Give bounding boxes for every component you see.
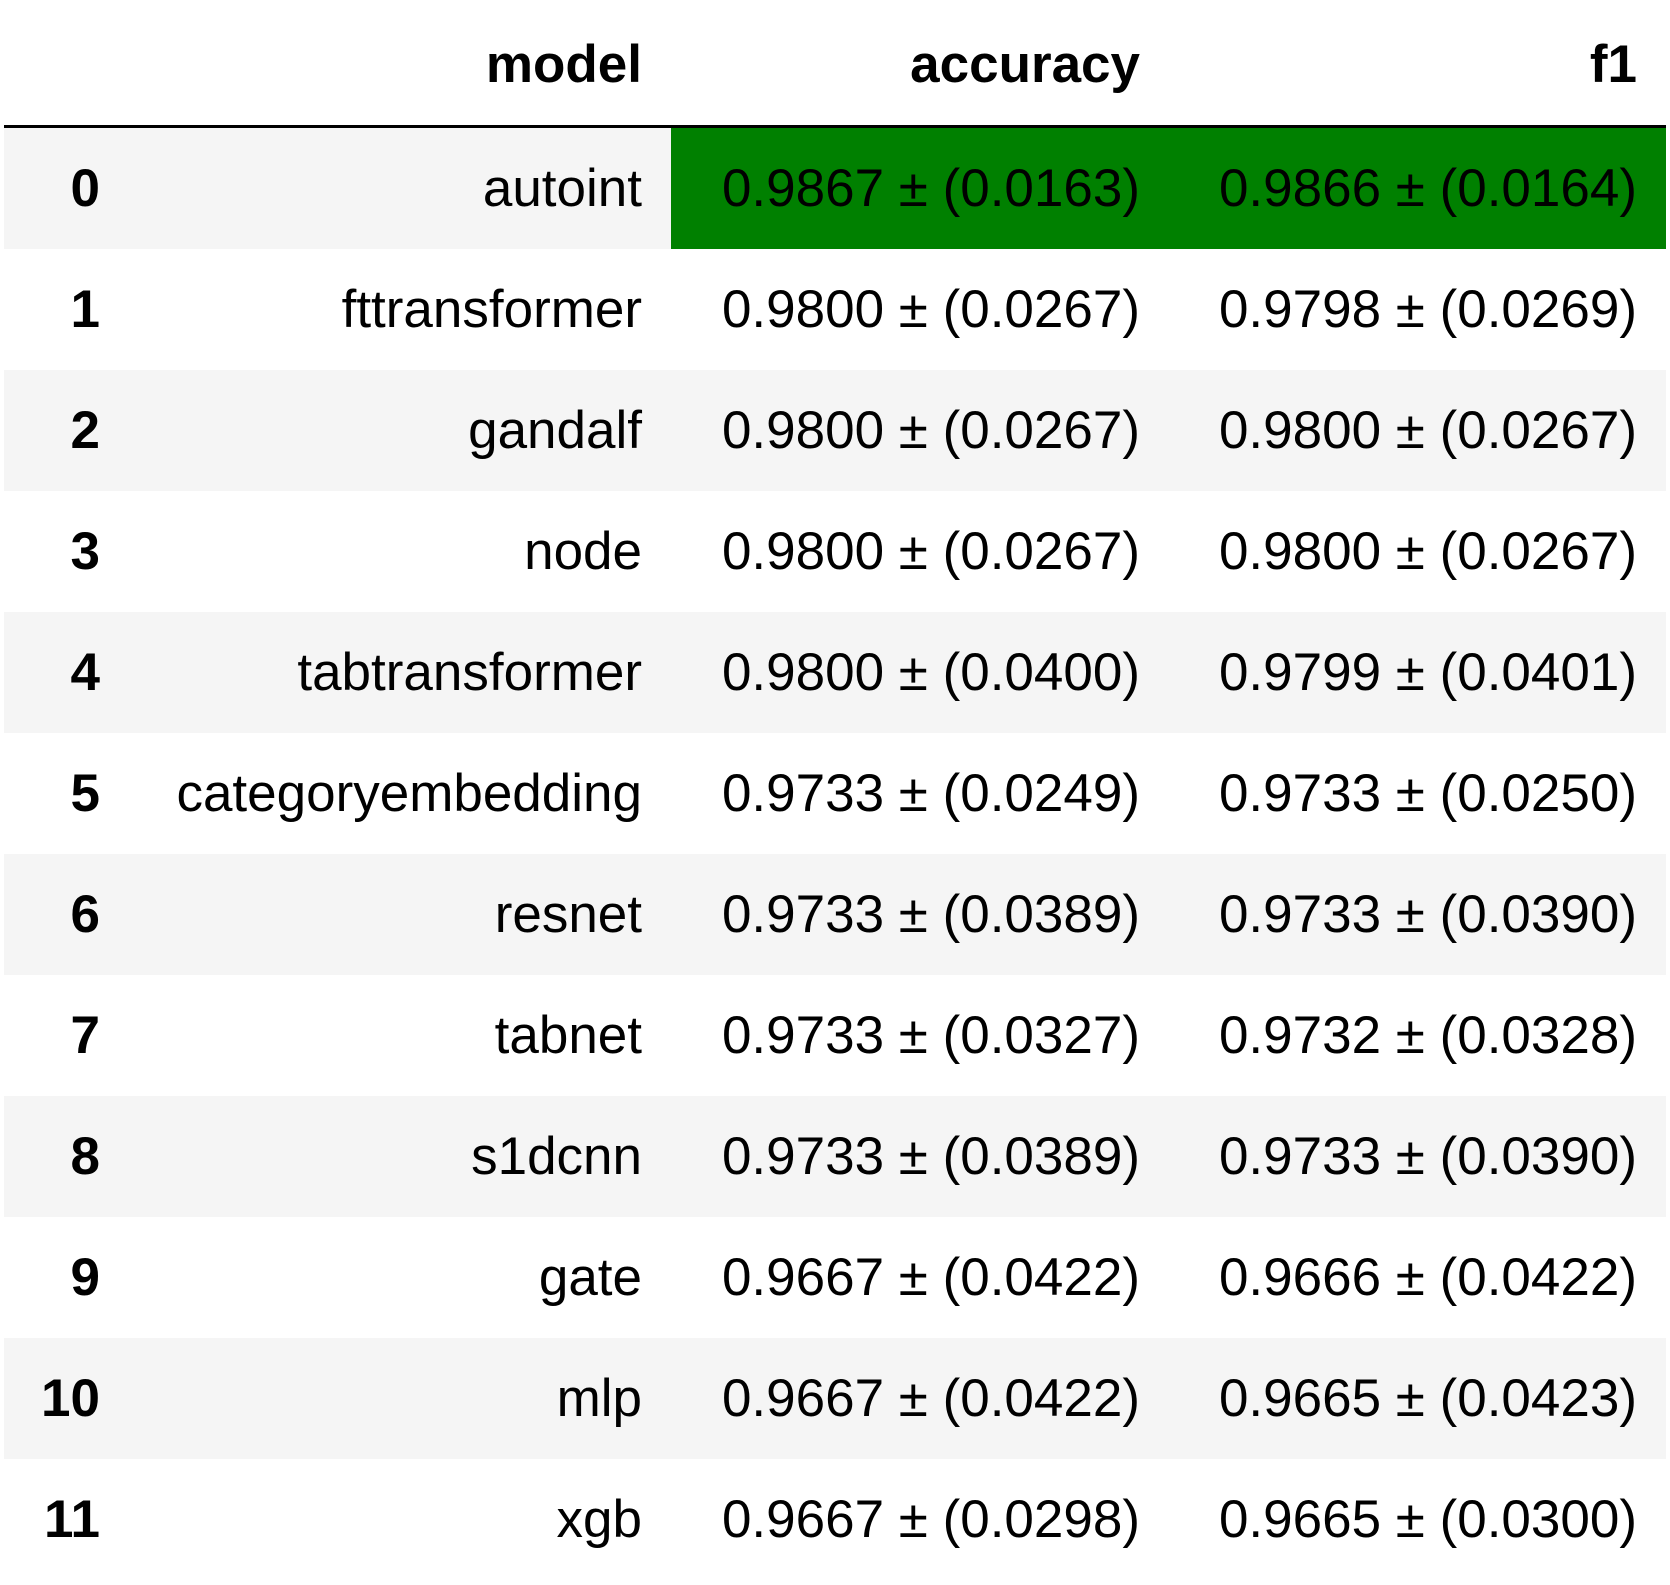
f1-cell: 0.9733 ± (0.0390) <box>1218 1127 1637 1186</box>
header-model: model <box>129 5 671 128</box>
f1-cell: 0.9798 ± (0.0269) <box>1218 280 1637 339</box>
model-cell: resnet <box>494 885 642 944</box>
f1-cell: 0.9800 ± (0.0267) <box>1218 522 1637 581</box>
table-row: 6 resnet 0.9733 ± (0.0389) 0.9733 ± (0.0390… <box>4 854 1666 975</box>
accuracy-cell: 0.9733 ± (0.0249) <box>721 764 1140 823</box>
model-cell: gandalf <box>468 401 642 460</box>
row-index: 1 <box>70 280 100 339</box>
f1-cell: 0.9800 ± (0.0267) <box>1218 401 1637 460</box>
table-row: 10 mlp 0.9667 ± (0.0422) 0.9665 ± (0.0423) <box>4 1338 1666 1459</box>
model-cell: categoryembedding <box>176 764 642 823</box>
row-index: 10 <box>41 1369 100 1428</box>
model-cell: mlp <box>556 1369 642 1428</box>
accuracy-cell: 0.9867 ± (0.0163) <box>671 126 1169 249</box>
f1-cell: 0.9732 ± (0.0328) <box>1218 1006 1637 1065</box>
f1-cell: 0.9665 ± (0.0423) <box>1218 1369 1637 1428</box>
accuracy-cell: 0.9733 ± (0.0389) <box>721 1127 1140 1186</box>
row-index: 3 <box>70 522 100 581</box>
model-cell: gate <box>538 1248 642 1307</box>
model-cell: s1dcnn <box>471 1127 642 1186</box>
model-cell: tabtransformer <box>297 643 642 702</box>
model-cell: node <box>524 522 642 581</box>
table-row: 8 s1dcnn 0.9733 ± (0.0389) 0.9733 ± (0.0390… <box>4 1096 1666 1217</box>
accuracy-cell: 0.9800 ± (0.0267) <box>721 280 1140 339</box>
accuracy-cell: 0.9733 ± (0.0327) <box>721 1006 1140 1065</box>
table-row: 4 tabtransformer 0.9800 ± (0.0400) 0.9799 ±… <box>4 612 1666 733</box>
accuracy-cell: 0.9800 ± (0.0400) <box>721 643 1140 702</box>
model-cell: fttransformer <box>341 280 642 339</box>
table-row: 3 node 0.9800 ± (0.0267) 0.9800 ± (0.0267) <box>4 491 1666 612</box>
table-row: 9 gate 0.9667 ± (0.0422) 0.9666 ± (0.0422) <box>4 1217 1666 1338</box>
table-row: 2 gandalf 0.9800 ± (0.0267) 0.9800 ± (0.026… <box>4 370 1666 491</box>
table-row: 0 autoint 0.9867 ± (0.0163) 0.9866 ± (0.016… <box>4 126 1666 249</box>
row-index: 6 <box>70 885 100 944</box>
table-header: model accuracy f1 <box>4 5 1666 128</box>
model-results-table: model accuracy f1 0 autoint 0.9867 ± (0.01… <box>4 5 1666 1580</box>
row-index: 9 <box>70 1248 100 1307</box>
header-accuracy: accuracy <box>671 5 1169 128</box>
model-cell: autoint <box>482 159 642 218</box>
row-index: 2 <box>70 401 100 460</box>
f1-cell: 0.9733 ± (0.0390) <box>1218 885 1637 944</box>
table-row: 1 fttransformer 0.9800 ± (0.0267) 0.9798 ± … <box>4 249 1666 370</box>
table-row: 5 categoryembedding 0.9733 ± (0.0249) 0.973… <box>4 733 1666 854</box>
model-cell: xgb <box>556 1490 642 1549</box>
accuracy-cell: 0.9667 ± (0.0422) <box>721 1369 1140 1428</box>
row-index: 4 <box>70 643 100 702</box>
f1-cell: 0.9665 ± (0.0300) <box>1218 1490 1637 1549</box>
table-row: 7 tabnet 0.9733 ± (0.0327) 0.9732 ± (0.0328… <box>4 975 1666 1096</box>
accuracy-cell: 0.9733 ± (0.0389) <box>721 885 1140 944</box>
row-index: 7 <box>70 1006 100 1065</box>
accuracy-cell: 0.9667 ± (0.0422) <box>721 1248 1140 1307</box>
f1-cell: 0.9799 ± (0.0401) <box>1218 643 1637 702</box>
accuracy-cell: 0.9800 ± (0.0267) <box>721 401 1140 460</box>
accuracy-cell: 0.9800 ± (0.0267) <box>721 522 1140 581</box>
row-index: 8 <box>70 1127 100 1186</box>
table-row: 11 xgb 0.9667 ± (0.0298) 0.9665 ± (0.0300) <box>4 1459 1666 1580</box>
accuracy-cell: 0.9667 ± (0.0298) <box>721 1490 1140 1549</box>
table-body: 0 autoint 0.9867 ± (0.0163) 0.9866 ± (0.016… <box>4 126 1666 1580</box>
f1-cell: 0.9666 ± (0.0422) <box>1218 1248 1637 1307</box>
f1-cell: 0.9866 ± (0.0164) <box>1169 126 1666 249</box>
header-f1: f1 <box>1169 5 1666 128</box>
row-index: 0 <box>70 159 100 218</box>
model-cell: tabnet <box>494 1006 642 1065</box>
row-index: 5 <box>70 764 100 823</box>
header-index <box>4 5 129 128</box>
f1-cell: 0.9733 ± (0.0250) <box>1218 764 1637 823</box>
row-index: 11 <box>43 1490 100 1549</box>
header-row: model accuracy f1 <box>4 5 1666 128</box>
